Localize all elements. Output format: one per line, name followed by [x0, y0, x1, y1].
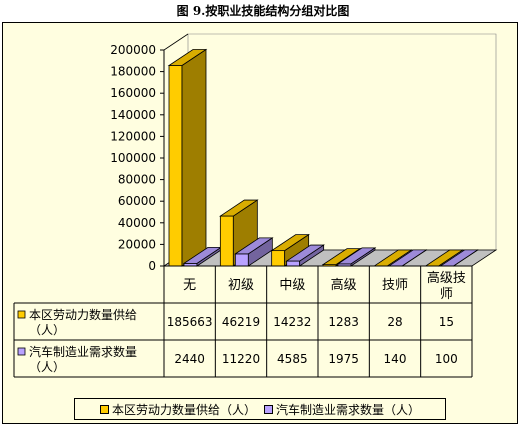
y-tick-label: 40000: [118, 216, 156, 230]
data-label: 46219: [222, 315, 260, 329]
table-row-key: [17, 347, 26, 356]
data-label: 100: [435, 352, 458, 366]
bar-demand: [234, 253, 249, 267]
y-tick-label: 120000: [110, 129, 156, 143]
data-label: 185663: [167, 315, 213, 329]
x-category-label: 高级: [331, 277, 357, 293]
data-label: 4585: [277, 352, 308, 366]
bar-supply-top: [167, 49, 208, 66]
y-tick-label: 60000: [118, 194, 156, 208]
y-tick-label: 140000: [110, 108, 156, 122]
bar-supply-top: [321, 248, 362, 266]
y-tick-label: 180000: [110, 65, 156, 79]
legend-item-demand: 汽车制造业需求数量（人）: [264, 401, 420, 418]
y-tick-label: 200000: [110, 43, 156, 57]
bar-supply-top: [270, 234, 310, 252]
y-tick-label: 160000: [110, 86, 156, 100]
x-category-label: 高级技: [427, 270, 466, 286]
bar-supply-top: [219, 199, 259, 217]
data-label: 1283: [328, 315, 359, 329]
table-row-label-cont: （人）: [29, 360, 65, 374]
data-label: 28: [387, 315, 402, 329]
y-tick-label: 100000: [110, 151, 156, 165]
x-category-label-cont: 师: [440, 287, 453, 302]
legend: 本区劳动力数量供给（人） 汽车制造业需求数量（人）: [74, 398, 446, 420]
data-label: 2440: [174, 352, 205, 366]
data-label: 1975: [328, 352, 359, 366]
bar-demand-top: [336, 247, 377, 265]
y-axis-depth: [163, 33, 189, 51]
legend-label-supply: 本区劳动力数量供给（人）: [111, 402, 256, 417]
legend-item-supply: 本区劳动力数量供给（人）: [99, 401, 256, 418]
data-label: 14232: [273, 315, 311, 329]
table-row-key: [17, 310, 26, 319]
legend-swatch-demand: [264, 404, 273, 414]
chart-frame: [2, 22, 518, 424]
bar-demand-top: [285, 244, 325, 262]
x-category-label: 初级: [228, 278, 254, 293]
bar-demand-top: [234, 237, 274, 255]
y-tick-label: 0: [148, 259, 156, 273]
y-tick-label: 20000: [118, 237, 156, 251]
table-row-label-cont: （人）: [29, 323, 65, 337]
y-tick-label: 80000: [118, 173, 156, 187]
data-label: 140: [384, 352, 407, 366]
chart-title: 图 9.按职业技能结构分组对比图: [176, 4, 350, 18]
x-category-label: 无: [183, 278, 196, 293]
data-label: 11220: [222, 352, 260, 366]
bar-supply-side: [181, 48, 207, 267]
bar-supply: [219, 215, 234, 267]
x-category-label: 技师: [382, 278, 408, 293]
table-row-label: 本区劳动力数量供给: [29, 307, 137, 322]
legend-label-demand: 汽车制造业需求数量（人）: [276, 402, 421, 417]
bar-supply: [168, 65, 183, 267]
bar-demand: [286, 260, 301, 267]
bar-supply: [271, 250, 286, 267]
legend-swatch-supply: [99, 404, 109, 414]
x-category-label: 中级: [279, 278, 305, 293]
data-label: 15: [439, 315, 454, 329]
table-row-label: 汽车制造业需求数量: [29, 344, 137, 359]
